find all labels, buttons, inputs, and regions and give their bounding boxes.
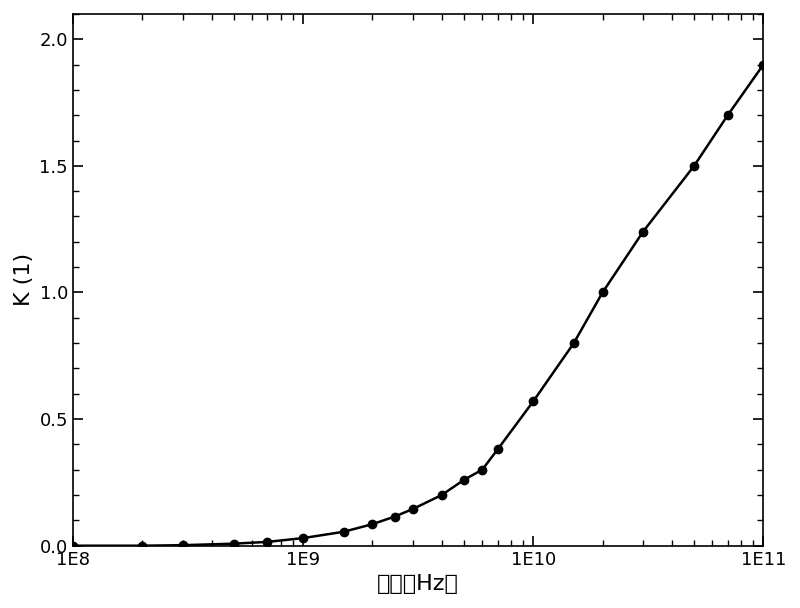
X-axis label: 频率（Hz）: 频率（Hz） xyxy=(378,574,459,594)
Y-axis label: K (1): K (1) xyxy=(14,253,34,306)
